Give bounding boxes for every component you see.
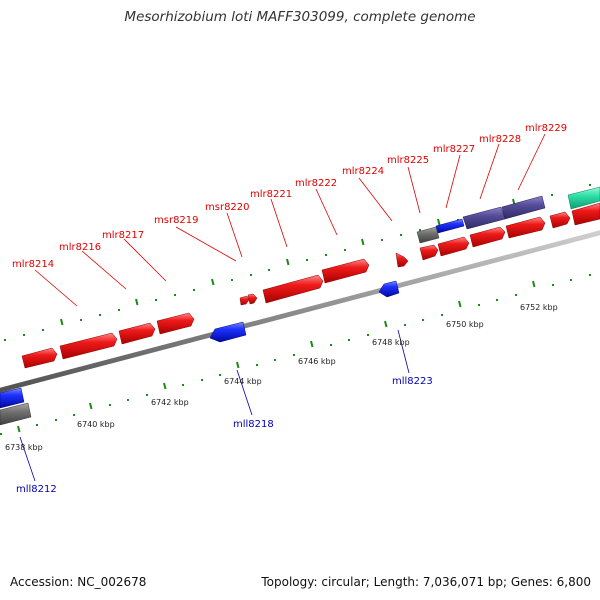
gene-arrow <box>419 244 439 261</box>
gene-label[interactable]: mlr8214 <box>12 259 54 270</box>
gene-arrow <box>571 202 600 226</box>
purple-feature <box>501 195 546 220</box>
gene-label[interactable]: mlr8221 <box>250 189 292 200</box>
gene-arrow <box>378 280 400 298</box>
gene-arrow <box>469 226 506 248</box>
callout-lines <box>19 133 546 482</box>
gene-label[interactable]: msr8220 <box>205 202 250 213</box>
gene-label[interactable]: mlr8225 <box>387 155 429 166</box>
other-genes[interactable] <box>0 186 600 426</box>
gene-arrow <box>0 387 25 409</box>
gene-arrow <box>549 211 571 229</box>
genome-info-label: Topology: circular; Length: 7,036,071 bp… <box>261 575 591 589</box>
gene-arrow <box>395 252 409 268</box>
gene-label[interactable]: mlr8227 <box>433 144 475 155</box>
gene-arrow <box>239 295 250 306</box>
gene-label[interactable]: mlr8224 <box>342 166 384 177</box>
gene-arrow <box>209 321 247 343</box>
gene-arrow <box>21 347 58 369</box>
gene-arrow <box>437 236 470 257</box>
gene-arrow <box>505 216 546 239</box>
gene-label[interactable]: mlr8229 <box>525 123 567 134</box>
gray-feature <box>0 402 32 426</box>
gene-arrow <box>321 258 370 284</box>
scale-label: 6746 kbp <box>298 357 336 366</box>
genome-backbone <box>0 230 600 393</box>
scale-label: 6740 kbp <box>77 420 115 429</box>
gene-label[interactable]: mlr8216 <box>59 242 101 253</box>
gene-label[interactable]: mll8212 <box>16 484 57 495</box>
forward-genes[interactable] <box>21 202 600 369</box>
scale-label: 6748 kbp <box>372 338 410 347</box>
gene-label[interactable]: mll8218 <box>233 419 274 430</box>
gray-feature <box>416 226 440 244</box>
scale-label: 6752 kbp <box>520 303 558 312</box>
gene-arrow <box>118 322 156 345</box>
teal-feature <box>567 186 600 210</box>
scale-label: 6750 kbp <box>446 320 484 329</box>
gene-arrow <box>262 274 324 304</box>
gene-label[interactable]: mlr8222 <box>295 178 337 189</box>
reverse-genes[interactable] <box>0 218 465 409</box>
scale-label: 6742 kbp <box>151 398 189 407</box>
accession-label: Accession: NC_002678 <box>10 575 147 589</box>
gene-arrow <box>59 332 118 360</box>
gene-label[interactable]: mlr8217 <box>102 230 144 241</box>
gene-arrow <box>247 293 258 305</box>
gene-arrow <box>435 218 465 234</box>
gene-arrow <box>156 312 195 335</box>
map-title: Mesorhizobium loti MAFF303099, complete … <box>124 9 476 25</box>
scale-ticks <box>0 274 591 435</box>
gene-label[interactable]: mll8223 <box>392 376 433 387</box>
gene-label[interactable]: msr8219 <box>154 215 199 226</box>
gene-label[interactable]: mlr8228 <box>479 134 521 145</box>
scale-label: 6738 kbp <box>5 443 43 452</box>
purple-feature <box>462 206 506 230</box>
scale-label: 6744 kbp <box>224 377 262 386</box>
